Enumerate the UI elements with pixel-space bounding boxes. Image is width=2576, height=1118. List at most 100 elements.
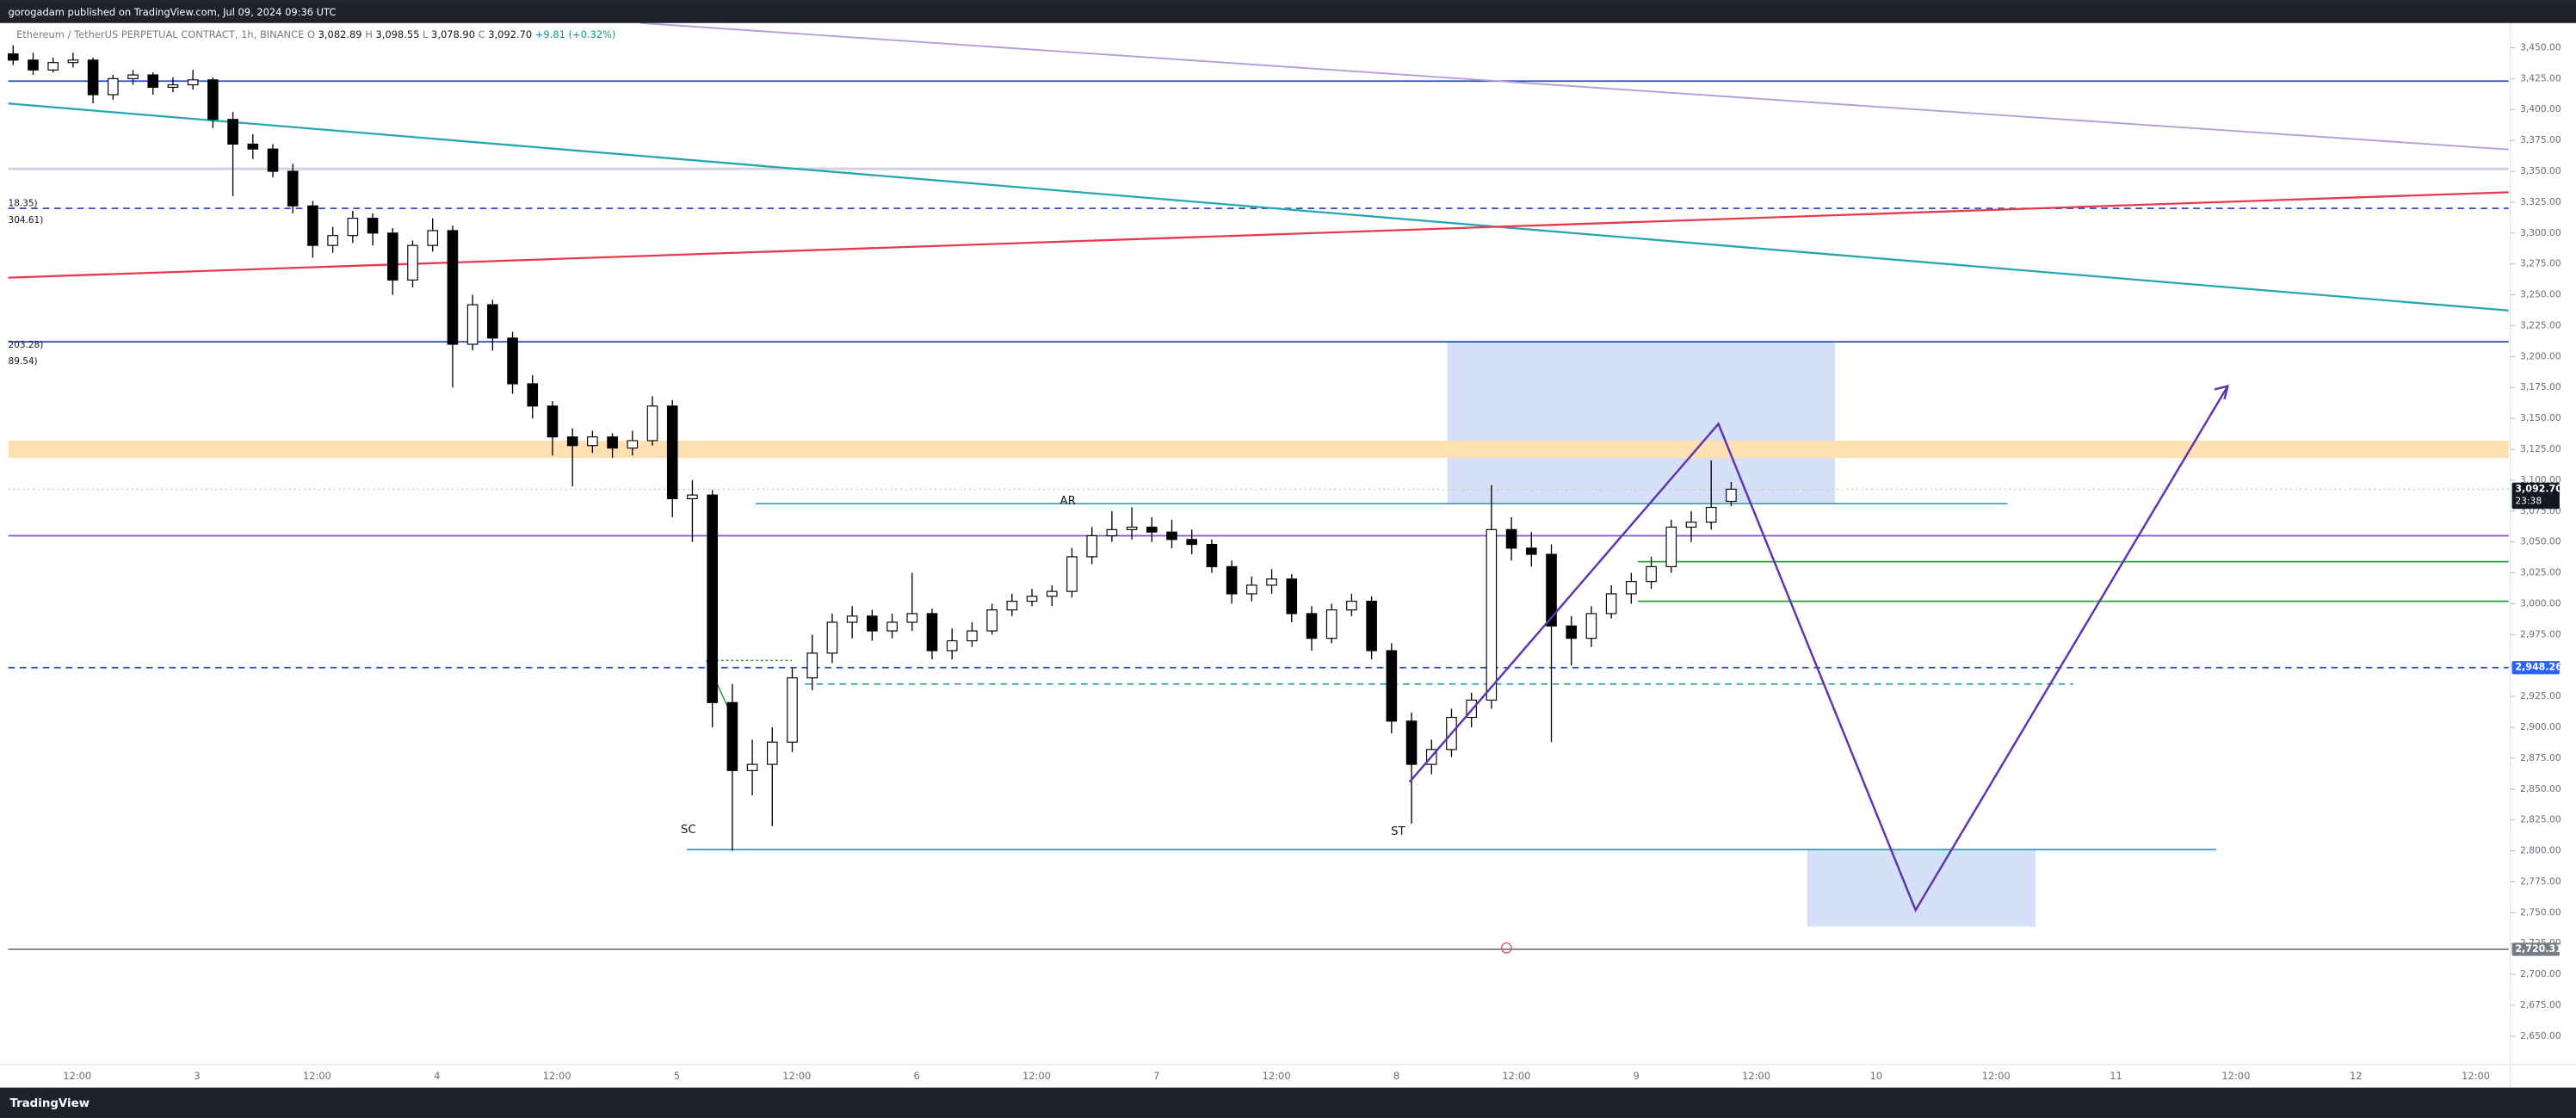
x-tick-label: 11: [2110, 1070, 2122, 1082]
candle-body: [1366, 601, 1377, 652]
ohlc-key: C: [479, 28, 485, 40]
projection-path: [1408, 385, 2229, 913]
y-tick-label: 3,425.00: [2520, 72, 2561, 83]
y-tick-label: 2,750.00: [2520, 906, 2561, 917]
candle-body: [327, 235, 338, 246]
price-label-box: [2511, 661, 2560, 675]
candle-body: [687, 494, 698, 500]
candle-body: [547, 405, 559, 438]
event-marker[interactable]: [1501, 942, 1512, 954]
y-tick-label: 3,225.00: [2520, 319, 2561, 330]
x-tick-label: 12:00: [1022, 1070, 1051, 1082]
candle-body: [447, 230, 459, 345]
ohlc-key: O: [307, 28, 315, 40]
candle-body: [267, 148, 279, 172]
target-box: [1447, 342, 1836, 505]
x-tick-label: 12:00: [1742, 1070, 1770, 1082]
candle-body: [167, 83, 179, 88]
x-tick-label: 10: [1870, 1070, 1883, 1082]
y-tick-label: 3,250.00: [2520, 289, 2561, 300]
candle-body: [787, 677, 798, 743]
candle-body: [1505, 528, 1517, 549]
candle-body: [1566, 625, 1578, 639]
trend-line: [8, 191, 2509, 279]
y-tick-label: 3,100.00: [2520, 474, 2561, 485]
candle-body: [108, 77, 119, 96]
candle-body: [646, 405, 658, 442]
footer-logo[interactable]: TradingView: [9, 1097, 90, 1110]
candle-body: [726, 701, 738, 771]
candle-body: [1405, 720, 1418, 765]
annotation: AR: [1060, 495, 1076, 508]
candle-body: [487, 304, 498, 339]
y-tick-label: 2,875.00: [2520, 752, 2561, 763]
candle-body: [187, 79, 199, 86]
y-tick-label: 2,800.00: [2520, 845, 2561, 856]
price-label: 2,720.31: [2515, 943, 2562, 954]
candle-body: [1685, 522, 1697, 528]
x-tick-label: 3: [194, 1070, 200, 1082]
candle-body: [1486, 528, 1498, 701]
ohlc-value: 3,092.70: [488, 28, 532, 40]
y-tick-label: 3,200.00: [2520, 350, 2561, 361]
candle-body: [307, 205, 318, 246]
candle-body: [1646, 565, 1657, 583]
candle-body: [1166, 531, 1177, 540]
ohlc-value: 3,082.89: [318, 28, 362, 40]
x-tick-label: 9: [1634, 1070, 1640, 1082]
candle-body: [666, 405, 678, 500]
candle-body: [1546, 553, 1557, 627]
candle-body: [347, 218, 359, 237]
candle-body: [967, 630, 978, 642]
ohlc-value: 3,098.55: [375, 28, 419, 40]
x-tick-label: 12:00: [63, 1070, 91, 1082]
y-tick-label: 3,450.00: [2520, 41, 2561, 53]
left-label: 18.35): [9, 199, 38, 209]
y-tick-label: 2,775.00: [2520, 875, 2561, 886]
candle-body: [7, 53, 19, 61]
ohlc-key: L: [423, 28, 429, 40]
candle-body: [587, 436, 598, 447]
change: +9.81 (+0.32%): [535, 28, 616, 40]
candle-body: [1705, 506, 1717, 523]
y-tick-label: 2,650.00: [2520, 1030, 2561, 1041]
candle-body: [427, 230, 439, 246]
header-bar: [0, 0, 2576, 23]
trend-line: [640, 22, 2509, 151]
trend-line: [8, 102, 2509, 312]
candle-body: [466, 304, 479, 345]
x-tick-label: 5: [674, 1070, 680, 1082]
candle-body: [127, 74, 139, 79]
candle-body: [1306, 613, 1318, 639]
y-tick-label: 3,375.00: [2520, 134, 2561, 145]
y-tick-label: 3,400.00: [2520, 103, 2561, 114]
x-tick-label: 12:00: [543, 1070, 571, 1082]
ohlc-value: 3,078.90: [431, 28, 475, 40]
x-tick-label: 12:00: [782, 1070, 811, 1082]
y-tick-label: 3,325.00: [2520, 196, 2561, 207]
price-countdown: 23:38: [2515, 496, 2542, 507]
candle-body: [946, 639, 958, 652]
y-tick-label: 3,000.00: [2520, 597, 2561, 608]
candle-body: [1086, 534, 1097, 558]
y-tick-label: 3,275.00: [2520, 258, 2561, 269]
y-tick-label: 3,150.00: [2520, 412, 2561, 423]
candle-body: [1206, 543, 1218, 567]
candle-body: [906, 613, 918, 623]
candle-body: [407, 244, 418, 281]
y-tick-label: 3,350.00: [2520, 165, 2561, 176]
annotation: ST: [1391, 825, 1405, 838]
candle-body: [766, 741, 778, 765]
x-tick-label: 12:00: [2221, 1070, 2250, 1082]
time-axis: 12:00 3 12:00 4 12:00 5 12:00 6 12:00 7 12:00 8 12:0…: [63, 1070, 2490, 1082]
y-tick-label: 3,300.00: [2520, 227, 2561, 238]
price-label: 3,092.70: [2515, 483, 2562, 494]
candle-body: [1325, 609, 1337, 639]
y-tick-label: 2,675.00: [2520, 999, 2561, 1010]
zone-band: [8, 440, 2509, 459]
candle-body: [227, 119, 238, 145]
candle-body: [1006, 601, 1018, 611]
x-tick-label: 12:00: [303, 1070, 331, 1082]
